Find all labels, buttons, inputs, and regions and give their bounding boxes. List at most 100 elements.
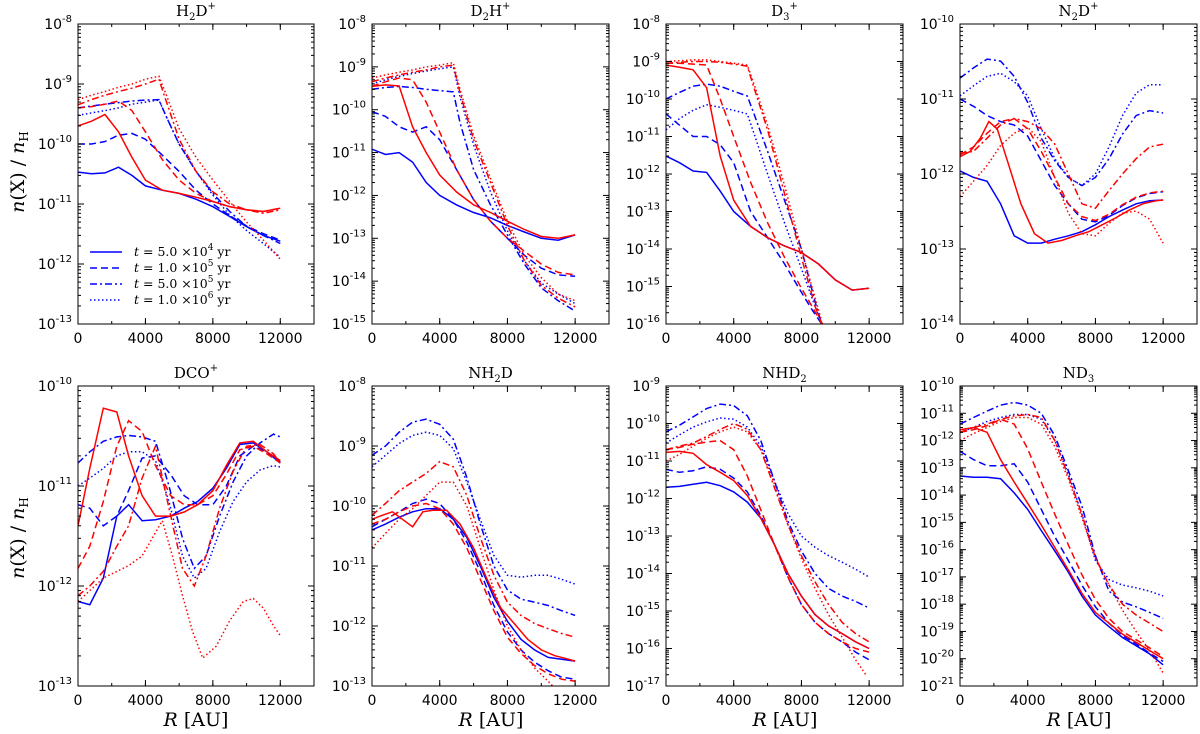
y-tick-label: 10-11 <box>920 89 954 108</box>
y-tick-label: 10-10 <box>920 376 954 395</box>
y-tick-label: 10-19 <box>920 621 954 640</box>
series-group <box>666 403 870 676</box>
plot-frame <box>77 385 315 687</box>
x-tick-label: 8000 <box>490 693 526 709</box>
series-group <box>372 61 576 312</box>
series-line-1 <box>78 166 281 242</box>
panel-5: 0 4000 8000 12000 10-13 10-12 10-11 10-10 DCO+ <box>38 363 315 709</box>
y-tick-label: 10-9 <box>44 74 72 93</box>
y-tick-label: 10-9 <box>632 52 660 71</box>
legend-label: t = 5.0 ×104 yr <box>134 243 230 259</box>
series-line-2 <box>960 450 1164 663</box>
y-tick-label: 10-17 <box>920 567 954 586</box>
y-tick-label: 10-15 <box>332 314 366 333</box>
y-tick-label: 10-8 <box>338 14 366 33</box>
x-tick-label: 8000 <box>784 331 820 347</box>
y-tick-label: 10-18 <box>920 594 954 613</box>
x-tick-label: 0 <box>74 331 83 347</box>
y-tick-label: 10-11 <box>920 403 954 422</box>
y-tick-label: 10-13 <box>626 202 660 221</box>
legend: t = 5.0 ×104 yrt = 1.0 ×105 yrt = 5.0 ×1… <box>90 243 230 307</box>
x-tick-label: 12000 <box>553 693 598 709</box>
series-line-4 <box>666 417 870 578</box>
y-tick-label: 10-17 <box>626 676 660 695</box>
x-tick-label: 12000 <box>847 693 892 709</box>
y-tick-label: 10-10 <box>332 496 366 515</box>
panel-title: NH2D <box>468 364 513 385</box>
y-tick-label: 10-15 <box>626 601 660 620</box>
y-tick-label: 10-14 <box>626 239 660 258</box>
series-line-3 <box>372 85 576 312</box>
series-line-2 <box>78 132 281 241</box>
plot-frame <box>371 23 610 325</box>
panel-title: DCO+ <box>174 363 218 382</box>
y-tick-label: 10-13 <box>920 458 954 477</box>
series-group <box>372 418 576 686</box>
y-tick-label: 10-12 <box>626 489 660 508</box>
legend-label: t = 1.0 ×106 yr <box>134 291 230 307</box>
series-line-8 <box>960 126 1164 244</box>
series-line-7 <box>960 117 1164 210</box>
series-line-1 <box>666 481 870 650</box>
y-tick-label: 10-12 <box>920 431 954 450</box>
panel-title: ND3 <box>1063 364 1095 385</box>
series-group <box>666 59 870 324</box>
series-group <box>960 401 1164 674</box>
panel-title: H2D+ <box>176 1 216 23</box>
y-tick-label: 10-11 <box>332 143 366 162</box>
series-line-1 <box>372 507 576 662</box>
x-tick-label: 0 <box>956 331 965 347</box>
plot-frame <box>959 23 1198 325</box>
series-line-7 <box>960 413 1164 633</box>
plot-frame <box>77 23 315 325</box>
series-line-4 <box>960 413 1164 597</box>
x-tick-label: 12000 <box>1141 693 1186 709</box>
x-tick-label: 8000 <box>1078 693 1114 709</box>
y-tick-label: 10-13 <box>38 676 72 695</box>
x-tick-label: 4000 <box>128 331 164 347</box>
y-tick-label: 10-12 <box>38 576 72 595</box>
series-line-7 <box>372 460 576 638</box>
series-line-5 <box>372 84 576 240</box>
series-line-7 <box>666 60 823 324</box>
x-tick-label: 12000 <box>258 693 303 709</box>
series-line-6 <box>666 439 870 653</box>
panel-3: 0 4000 8000 12000 10-16 10-15 10-14 10-13 10-12 1… <box>626 1 904 347</box>
plot-frame <box>665 23 904 325</box>
series-line-6 <box>372 502 576 682</box>
y-tick-label: 10-14 <box>626 564 660 583</box>
x-axis-label-2: R [AU] <box>458 709 524 731</box>
y-tick-label: 10-10 <box>626 414 660 433</box>
panel-4: 0 4000 8000 12000 10-14 10-13 10-12 10-11 10-10 N… <box>920 1 1198 347</box>
y-tick-label: 10-11 <box>626 451 660 470</box>
y-tick-label: 10-12 <box>332 185 366 204</box>
panel-2: 0 4000 8000 12000 10-15 10-14 10-13 10-12 10-11 1… <box>332 1 610 347</box>
series-line-6 <box>372 77 576 276</box>
x-tick-label: 8000 <box>1078 331 1114 347</box>
series-line-8 <box>960 416 1164 674</box>
y-tick-label: 10-10 <box>626 89 660 108</box>
y-tick-label: 10-9 <box>338 57 366 76</box>
series-line-4 <box>78 451 281 580</box>
x-tick-label: 12000 <box>553 331 598 347</box>
panel-7: 0 4000 8000 12000 10-17 10-16 10-15 10-14 10-13 1… <box>626 364 904 709</box>
series-line-3 <box>960 401 1164 620</box>
y-tick-label: 10-15 <box>920 512 954 531</box>
y-tick-label: 10-8 <box>338 376 366 395</box>
x-tick-label: 0 <box>74 693 83 709</box>
series-line-8 <box>666 426 867 676</box>
x-tick-label: 4000 <box>716 693 752 709</box>
series-line-4 <box>666 104 823 324</box>
y-tick-label: 10-16 <box>626 639 660 658</box>
series-line-3 <box>960 58 1164 187</box>
series-line-1 <box>960 475 1164 666</box>
series-line-1 <box>960 170 1164 244</box>
y-tick-label: 10-13 <box>920 239 954 258</box>
panel-title: D3+ <box>771 1 798 23</box>
series-line-8 <box>78 75 281 260</box>
y-tick-label: 10-8 <box>632 14 660 33</box>
series-line-1 <box>372 148 576 241</box>
y-tick-label: 10-10 <box>332 100 366 119</box>
series-line-6 <box>78 419 281 569</box>
y-tick-label: 10-8 <box>44 14 72 33</box>
